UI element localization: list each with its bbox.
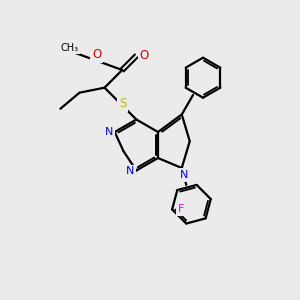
Text: S: S	[119, 97, 126, 110]
Text: N: N	[180, 170, 188, 180]
Text: O: O	[92, 48, 101, 61]
Text: N: N	[104, 127, 113, 137]
Text: CH₃: CH₃	[60, 43, 78, 53]
Text: F: F	[178, 204, 184, 214]
Text: O: O	[140, 50, 149, 62]
Text: N: N	[126, 167, 134, 176]
